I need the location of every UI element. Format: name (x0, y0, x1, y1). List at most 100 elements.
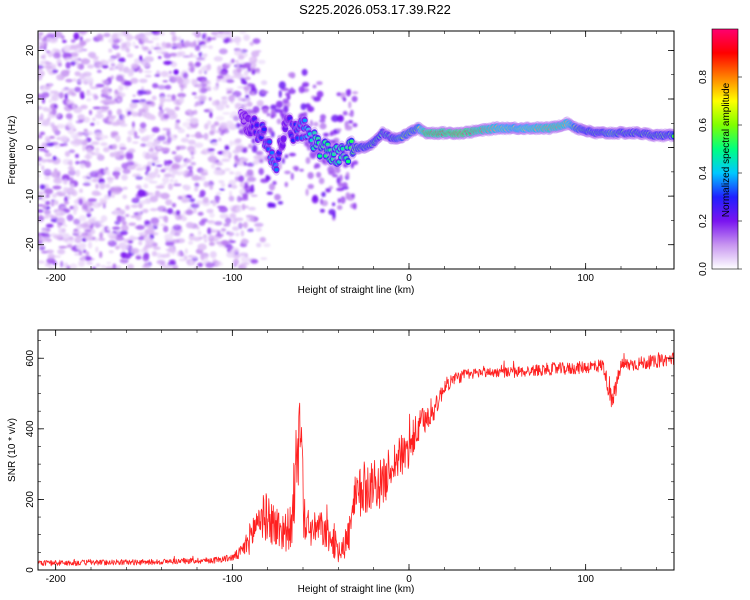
noise-blob (38, 119, 41, 123)
noise-blob (336, 128, 342, 132)
noise-blob (219, 122, 228, 130)
noise-blob (97, 220, 104, 224)
noise-blob (76, 80, 86, 83)
ridge-core (280, 143, 285, 147)
noise-blob (182, 198, 190, 203)
noise-blob (278, 81, 286, 90)
noise-blob (252, 159, 260, 165)
noise-blob (248, 206, 256, 211)
noise-blob (135, 225, 145, 230)
noise-blob (107, 115, 117, 119)
noise-blob (78, 215, 87, 222)
noise-blob (139, 78, 148, 84)
noise-blob (177, 195, 183, 200)
noise-blob (43, 36, 47, 42)
noise-blob (166, 109, 176, 116)
noise-blob (95, 113, 104, 119)
noise-blob (77, 114, 85, 120)
noise-blob (319, 208, 325, 213)
noise-blob (247, 228, 254, 232)
noise-blob (138, 68, 143, 74)
noise-blob (41, 233, 51, 239)
noise-blob (70, 60, 76, 66)
noise-blob (107, 121, 112, 125)
noise-blob (183, 171, 189, 179)
noise-blob (132, 141, 139, 144)
noise-blob (146, 165, 151, 172)
noise-blob (190, 203, 200, 209)
noise-blob (351, 193, 355, 198)
noise-blob (228, 94, 235, 102)
noise-blob (212, 86, 219, 91)
noise-blob (150, 101, 156, 107)
noise-blob (111, 121, 120, 127)
noise-blob (79, 31, 87, 36)
noise-blob (311, 195, 319, 204)
noise-blob (106, 177, 115, 181)
noise-blob (122, 186, 128, 190)
noise-blob (119, 230, 128, 236)
noise-blob (67, 193, 71, 200)
noise-blob (199, 189, 206, 197)
noise-blob (234, 176, 240, 182)
noise-blob (274, 108, 281, 113)
noise-blob (301, 68, 308, 76)
noise-blob (202, 196, 209, 204)
noise-blob (322, 157, 326, 165)
noise-blob (99, 197, 107, 204)
noise-blob (42, 53, 47, 60)
noise-blob (138, 193, 147, 197)
noise-blob (260, 257, 268, 260)
ridge-core (276, 151, 282, 155)
noise-blob (44, 65, 53, 69)
noise-blob (94, 237, 99, 242)
noise-blob (140, 200, 147, 205)
noise-blob (313, 164, 317, 169)
noise-blob (61, 174, 70, 182)
noise-blob (243, 62, 252, 68)
noise-blob (131, 111, 140, 117)
noise-blob (90, 55, 99, 59)
noise-blob (305, 188, 309, 196)
noise-blob (239, 31, 247, 35)
noise-blob (100, 215, 108, 222)
noise-blob (182, 77, 191, 85)
noise-blob (53, 104, 57, 108)
noise-blob (194, 142, 204, 148)
noise-blob (253, 155, 261, 160)
noise-blob (267, 202, 273, 208)
noise-blob (173, 69, 179, 75)
noise-blob (62, 236, 70, 242)
noise-blob (80, 58, 91, 65)
noise-blob (112, 263, 117, 269)
noise-blob (170, 178, 174, 183)
noise-blob (243, 85, 251, 91)
noise-blob (332, 212, 336, 219)
noise-blob (141, 43, 145, 50)
noise-blob (284, 181, 289, 188)
noise-blob (157, 84, 167, 90)
noise-blob (143, 89, 151, 93)
noise-blob (205, 86, 212, 90)
noise-blob (38, 34, 42, 41)
noise-blob (162, 176, 170, 184)
noise-blob (48, 99, 53, 104)
noise-blob (202, 236, 208, 240)
noise-blob (189, 66, 195, 73)
noise-blob (209, 184, 214, 190)
figure-title: S225.2026.053.17.39.R22 (299, 2, 451, 17)
noise-blob (217, 162, 224, 166)
noise-blob (74, 236, 82, 244)
noise-blob (268, 183, 276, 191)
noise-blob (78, 260, 85, 267)
noise-blob (74, 253, 80, 256)
noise-blob (112, 143, 118, 150)
noise-blob (126, 136, 132, 143)
noise-blob (100, 142, 108, 147)
colorbar-tick-label: 0.4 (698, 166, 709, 180)
noise-blob (139, 99, 147, 102)
noise-blob (79, 188, 83, 193)
noise-blob (66, 122, 73, 126)
ridge-core (254, 123, 260, 127)
